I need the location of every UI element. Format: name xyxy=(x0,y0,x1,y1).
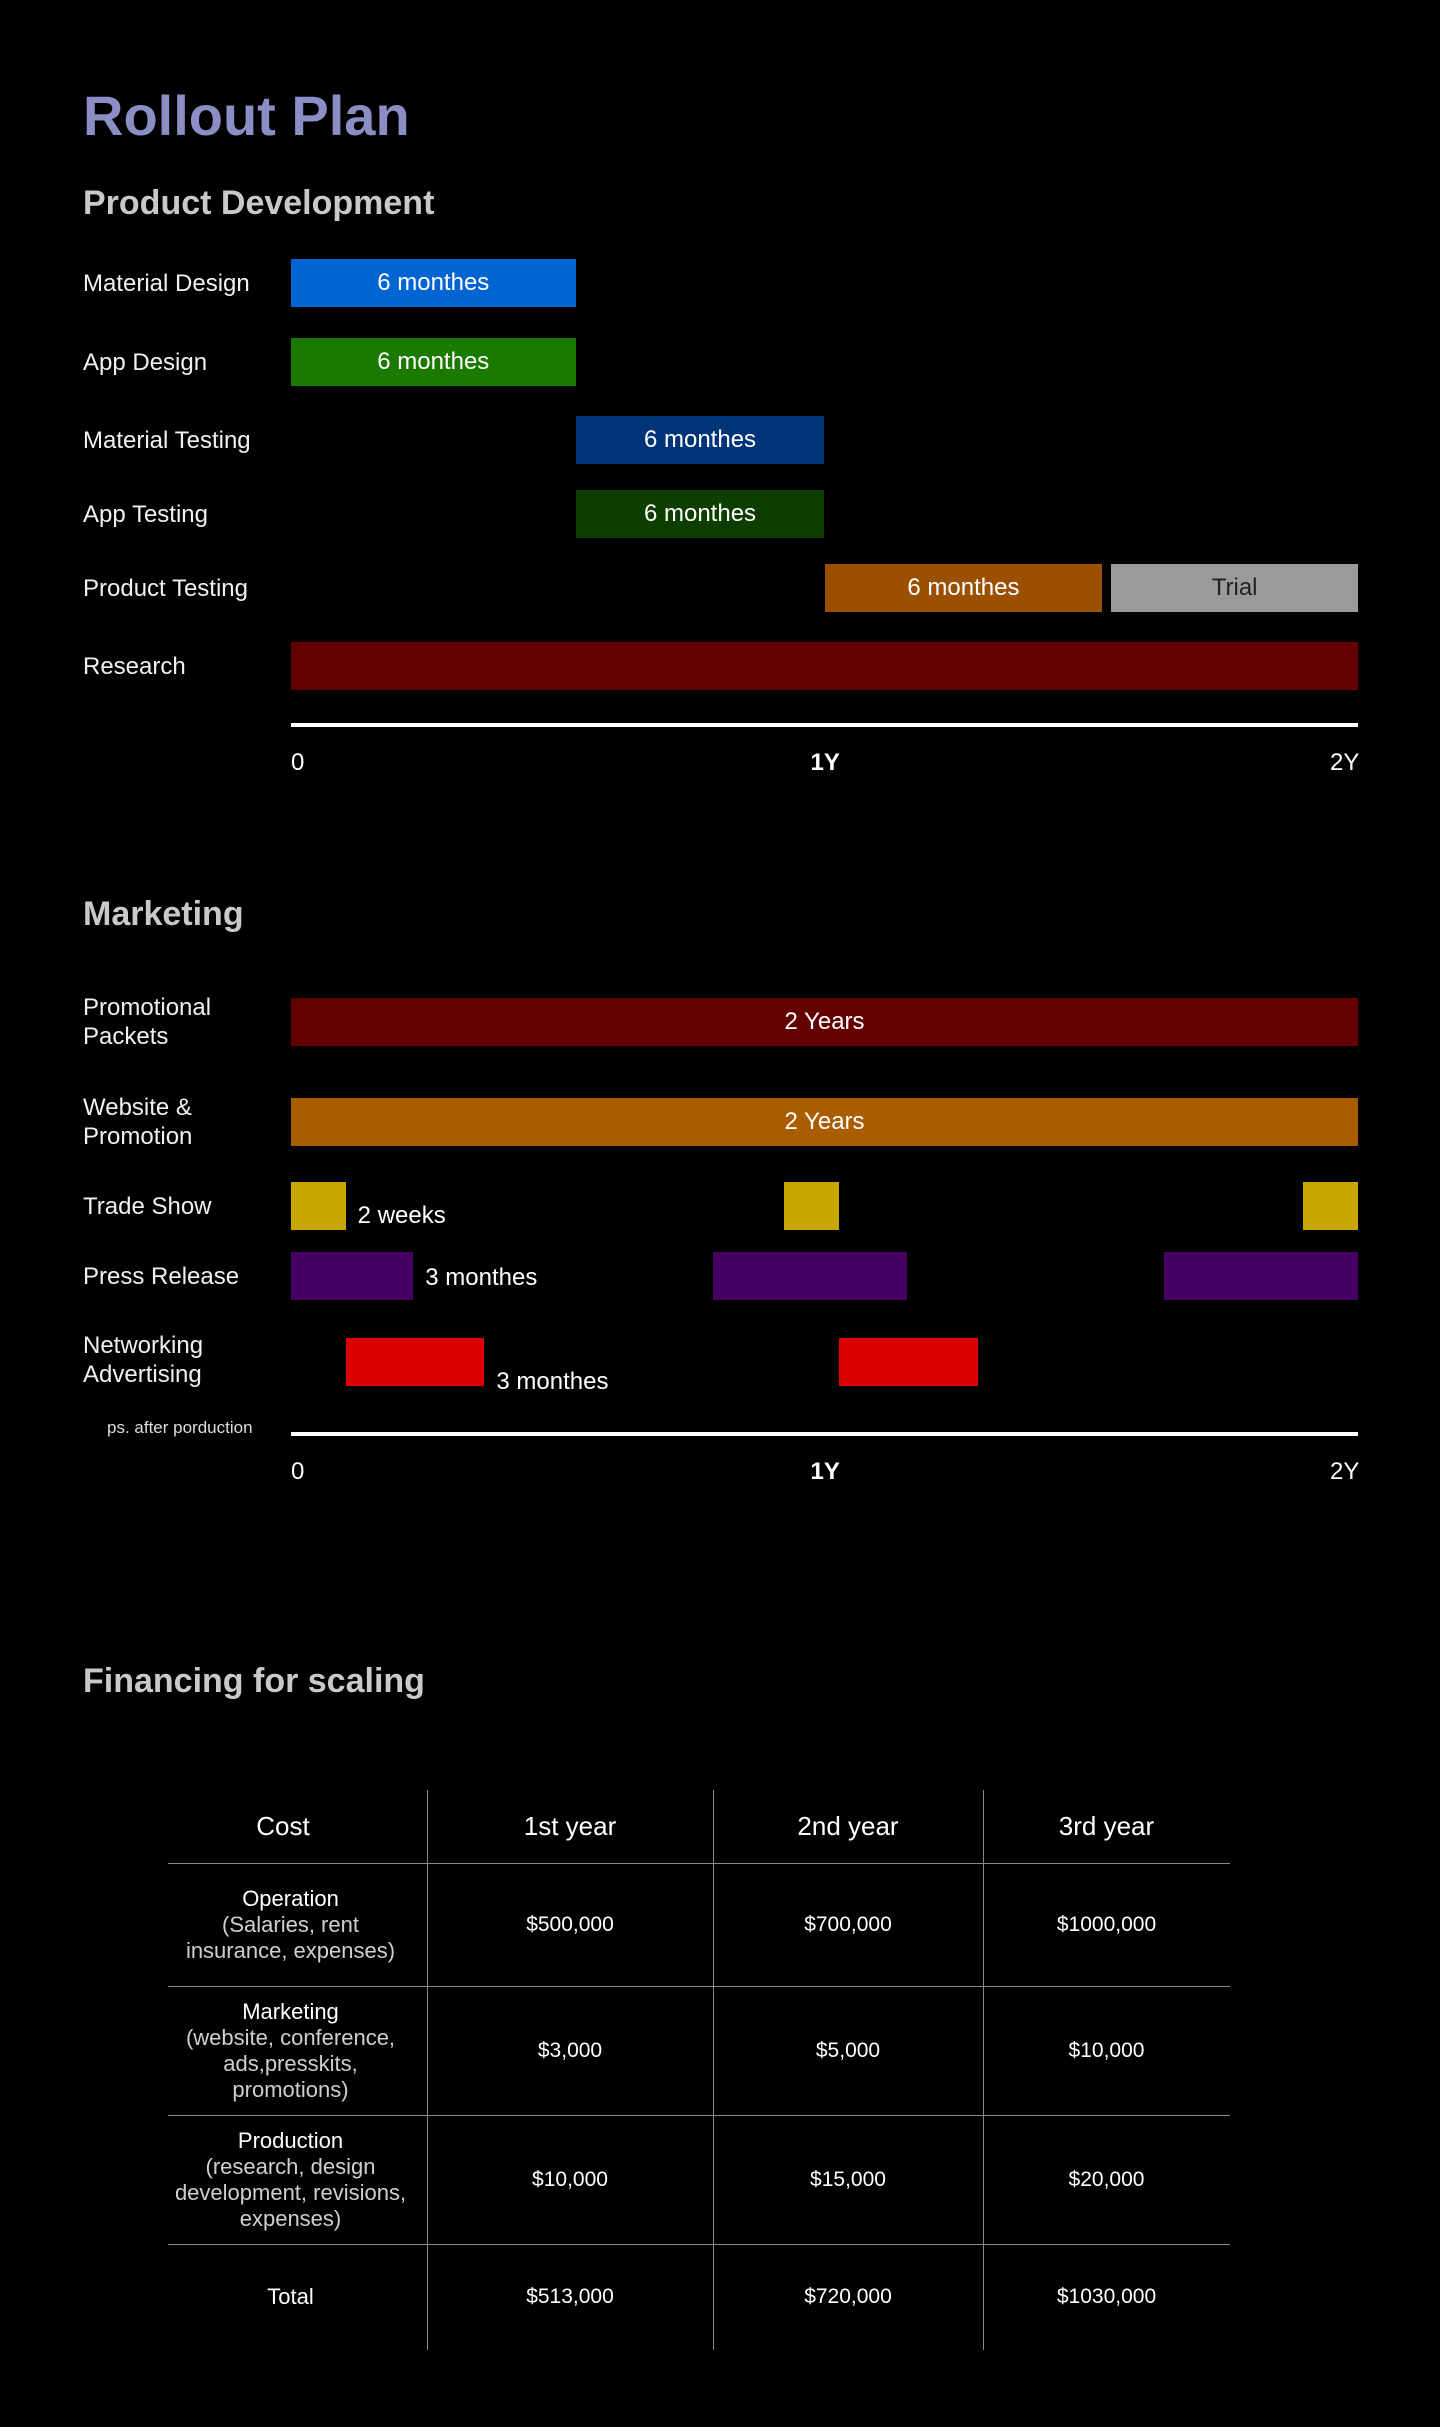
table-row-label-production: Production (research, design development,… xyxy=(168,2115,413,2244)
bar-note-networking-advertising: 3 monthes xyxy=(496,1368,609,1395)
table-row-divider xyxy=(168,1863,1230,1864)
row-label-product-testing: Product Testing xyxy=(83,574,248,602)
axis-note: ps. after porduction xyxy=(107,1418,253,1437)
table-cell-marketing-2: $5,000 xyxy=(815,2038,881,2062)
gantt-bar-networking-advertising-0 xyxy=(345,1338,485,1386)
gantt-bar-trade-show-1 xyxy=(784,1182,840,1230)
product-development-title: Product Development xyxy=(83,184,435,222)
row-title: Total xyxy=(267,2284,314,2309)
gantt-bar-press-release-2 xyxy=(1163,1252,1358,1300)
row-label-app-design: App Design xyxy=(83,348,208,376)
table-header-3rd-year: 3rd year xyxy=(1058,1811,1155,1841)
table-row-label-total: Total xyxy=(168,2244,413,2350)
gantt-bar-website-promotion-0: 2 Years xyxy=(291,1098,1358,1146)
axis-line xyxy=(291,723,1358,727)
financing-title: Financing for scaling xyxy=(83,1662,425,1700)
gantt-bar-trade-show-0 xyxy=(291,1182,346,1230)
axis-tick-0: 0 xyxy=(291,749,305,776)
row-detail: (research, design development, revisions… xyxy=(174,2153,407,2231)
table-col-divider xyxy=(427,1790,428,2350)
table-cell-operation-3: $1000,000 xyxy=(1056,1912,1157,1936)
gantt-bar-product-testing-0: 6 monthes xyxy=(824,564,1103,612)
table-header-2nd-year: 2nd year xyxy=(797,1811,899,1841)
row-title: Operation xyxy=(242,1885,339,1911)
row-label-networking-advertising: Networking Advertising xyxy=(83,1332,204,1388)
gantt-bar-research-0 xyxy=(291,642,1358,690)
bar-note-press-release: 3 monthes xyxy=(425,1264,538,1291)
table-cell-operation-1: $500,000 xyxy=(526,1912,614,1936)
table-cell-total-3: $1030,000 xyxy=(1056,2285,1157,2308)
gantt-bar-promotional-packets-0: 2 Years xyxy=(291,998,1358,1046)
row-label-material-design: Material Design xyxy=(83,269,250,297)
row-title: Marketing xyxy=(242,1998,339,2024)
row-label-promotional-packets: Promotional Packets xyxy=(83,994,212,1050)
gantt-bar-press-release-1 xyxy=(713,1252,907,1300)
row-label-material-testing: Material Testing xyxy=(83,426,251,454)
row-label-website-promotion: Website & Promotion xyxy=(83,1094,193,1150)
gantt-bar-app-design-0: 6 monthes xyxy=(291,338,576,386)
gantt-bar-material-design-0: 6 monthes xyxy=(291,259,576,307)
bar-note-trade-show: 2 weeks xyxy=(357,1202,446,1229)
table-cell-marketing-1: $3,000 xyxy=(537,2038,603,2062)
marketing-title: Marketing xyxy=(83,895,244,933)
table-row-divider xyxy=(168,1986,1230,1987)
row-label-research: Research xyxy=(83,652,186,680)
table-cell-total-1: $513,000 xyxy=(526,2285,614,2308)
gantt-bar-press-release-0 xyxy=(291,1252,414,1300)
table-row-label-operation: Operation (Salaries, rent insurance, expe… xyxy=(168,1863,413,1986)
table-header-1st-year: 1st year xyxy=(523,1811,617,1841)
row-detail: (website, conference, ads,presskits, pro… xyxy=(185,2024,396,2102)
table-header-cost: Cost xyxy=(256,1811,310,1841)
axis-tick-2y: 2Y xyxy=(1330,749,1360,776)
page-title: Rollout Plan xyxy=(83,84,410,147)
row-label-press-release: Press Release xyxy=(83,1263,240,1290)
table-col-divider xyxy=(983,1790,984,2350)
gantt-bar-material-testing-0: 6 monthes xyxy=(575,416,825,464)
table-cell-production-1: $10,000 xyxy=(532,2167,608,2191)
table-cell-production-3: $20,000 xyxy=(1068,2167,1145,2191)
table-row-label-marketing: Marketing (website, conference, ads,press… xyxy=(168,1986,413,2115)
gantt-bar-trade-show-2 xyxy=(1303,1182,1358,1230)
row-detail: (Salaries, rent insurance, expenses) xyxy=(185,1911,396,1963)
table-cell-total-2: $720,000 xyxy=(804,2285,892,2308)
table-cell-operation-2: $700,000 xyxy=(804,1912,892,1936)
table-row-divider xyxy=(168,2244,1230,2245)
axis-tick-0: 0 xyxy=(291,1458,305,1485)
axis-tick-1y: 1Y xyxy=(810,1458,840,1485)
axis-tick-1y: 1Y xyxy=(810,749,840,776)
gantt-bar-networking-advertising-1 xyxy=(839,1338,978,1386)
table-col-divider xyxy=(713,1790,714,2350)
row-label-trade-show: Trade Show xyxy=(83,1193,212,1220)
table-cell-marketing-3: $10,000 xyxy=(1068,2038,1145,2062)
financing-table: Cost 1st year 2nd year 3rd year Operation (Sa… xyxy=(168,1790,1230,2350)
gantt-bar-app-testing-0: 6 monthes xyxy=(575,490,825,538)
axis-tick-2y: 2Y xyxy=(1330,1458,1360,1485)
table-row-divider xyxy=(168,2115,1230,2116)
row-title: Production xyxy=(237,2127,344,2153)
gantt-bar-product-testing-1: Trial xyxy=(1111,564,1358,612)
axis-line xyxy=(291,1432,1358,1436)
row-label-app-testing: App Testing xyxy=(83,500,208,528)
table-cell-production-2: $15,000 xyxy=(810,2167,886,2191)
